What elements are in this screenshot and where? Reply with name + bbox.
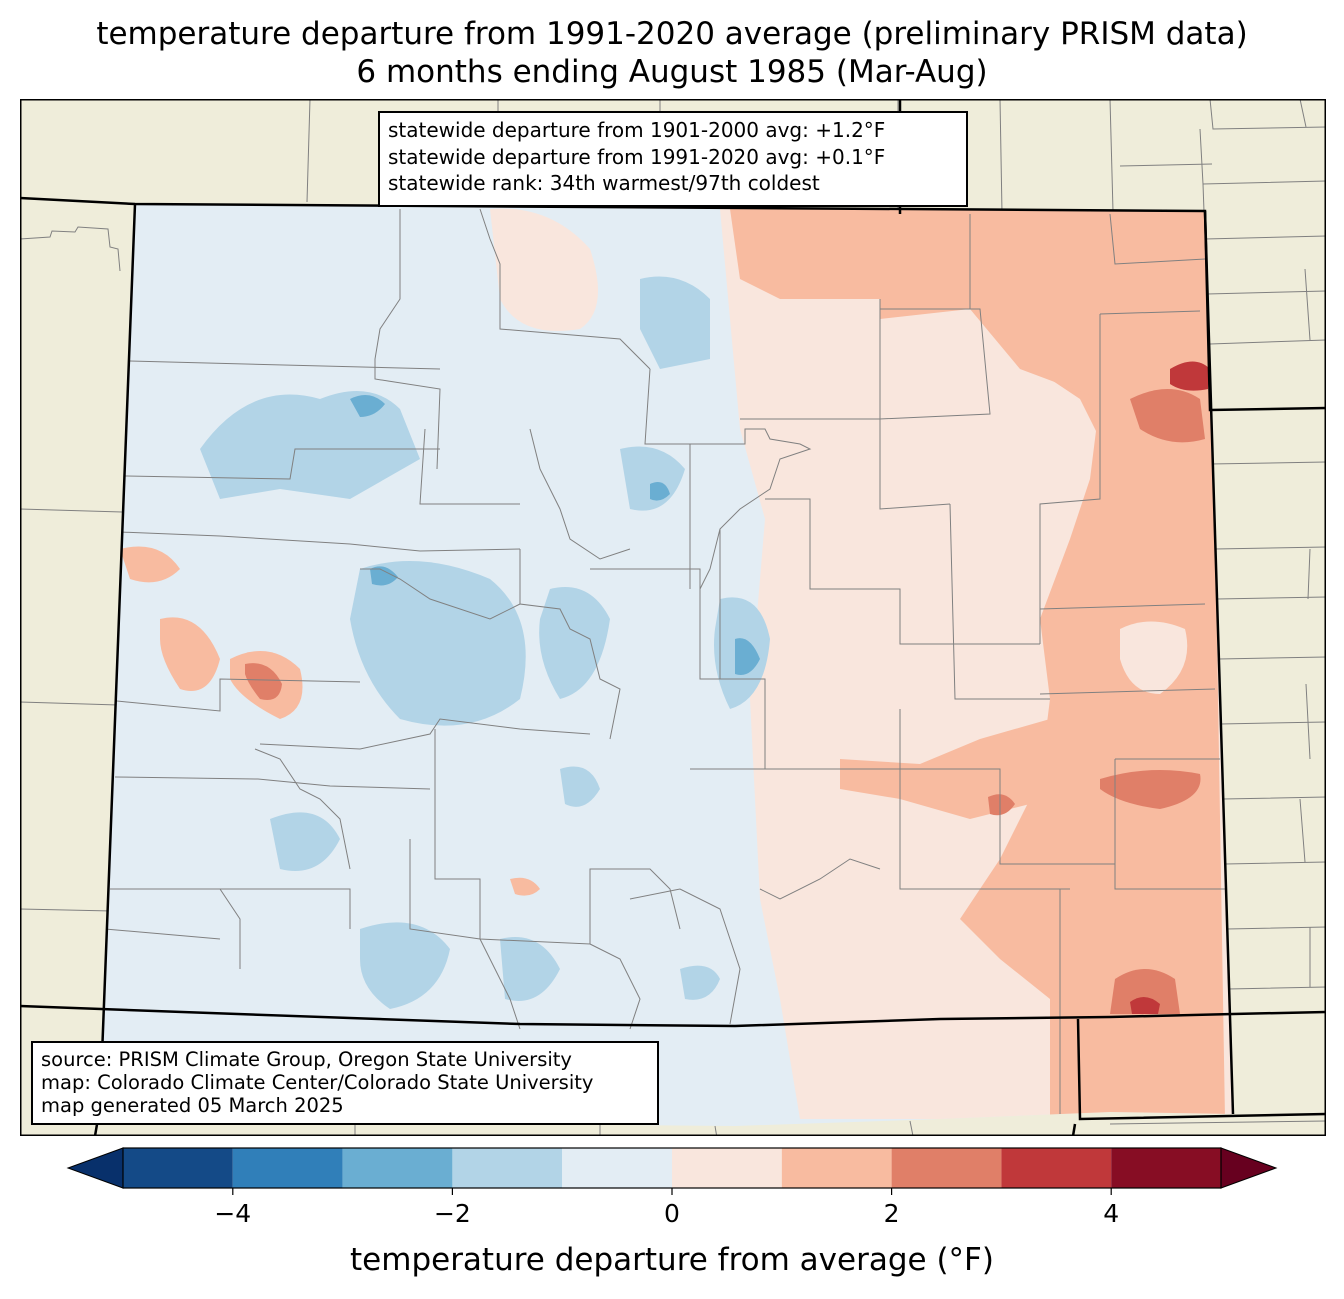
source-line-generated: map generated 05 March 2025 bbox=[41, 1094, 344, 1117]
temperature-map bbox=[20, 99, 1326, 1136]
stats-line-1991-2020: statewide departure from 1991-2020 avg: … bbox=[388, 144, 886, 169]
colorbar-segment bbox=[232, 1148, 343, 1188]
colorbar-segment bbox=[342, 1148, 453, 1188]
state-borders bbox=[20, 99, 1326, 1136]
colorbar-segment bbox=[672, 1148, 782, 1188]
colorbar-tick-label: 4 bbox=[1103, 1199, 1119, 1228]
temperature-field bbox=[100, 204, 1233, 1126]
stats-line-1901-2000: statewide departure from 1901-2000 avg: … bbox=[388, 118, 886, 142]
map-frame bbox=[20, 99, 1326, 1136]
colorbar-segment bbox=[123, 1148, 233, 1188]
map-title: temperature departure from 1991-2020 ave… bbox=[96, 16, 1248, 52]
colorbar-extend-high bbox=[1220, 1147, 1278, 1189]
colorbar-segment bbox=[781, 1148, 892, 1188]
colorbar: −4 −2 0 2 4 bbox=[66, 1147, 1278, 1228]
colorbar-tick-label: 2 bbox=[884, 1199, 900, 1228]
source-box: source: PRISM Climate Group, Oregon Stat… bbox=[31, 1041, 659, 1125]
colorbar-segment bbox=[1001, 1148, 1112, 1188]
source-line-map: map: Colorado Climate Center/Colorado St… bbox=[41, 1071, 594, 1094]
colorbar-tick-label: −4 bbox=[214, 1199, 251, 1228]
colorbar-segment bbox=[452, 1148, 563, 1188]
county-lines bbox=[104, 208, 1225, 1114]
colorbar-segment bbox=[562, 1148, 672, 1188]
colorbar-segment bbox=[891, 1148, 1002, 1188]
statewide-stats-box: statewide departure from 1901-2000 avg: … bbox=[378, 111, 968, 207]
colorbar-tick-label: −2 bbox=[434, 1199, 471, 1228]
source-line-data: source: PRISM Climate Group, Oregon Stat… bbox=[41, 1048, 572, 1071]
map-subtitle: 6 months ending August 1985 (Mar-Aug) bbox=[356, 54, 988, 90]
colorbar-tick-label: 0 bbox=[664, 1199, 680, 1228]
colorbar-extend-low bbox=[66, 1147, 124, 1189]
stats-line-rank: statewide rank: 34th warmest/97th coldes… bbox=[388, 171, 820, 195]
colorbar-label: temperature departure from average (°F) bbox=[350, 1242, 994, 1278]
colorbar-segment bbox=[1111, 1148, 1221, 1188]
